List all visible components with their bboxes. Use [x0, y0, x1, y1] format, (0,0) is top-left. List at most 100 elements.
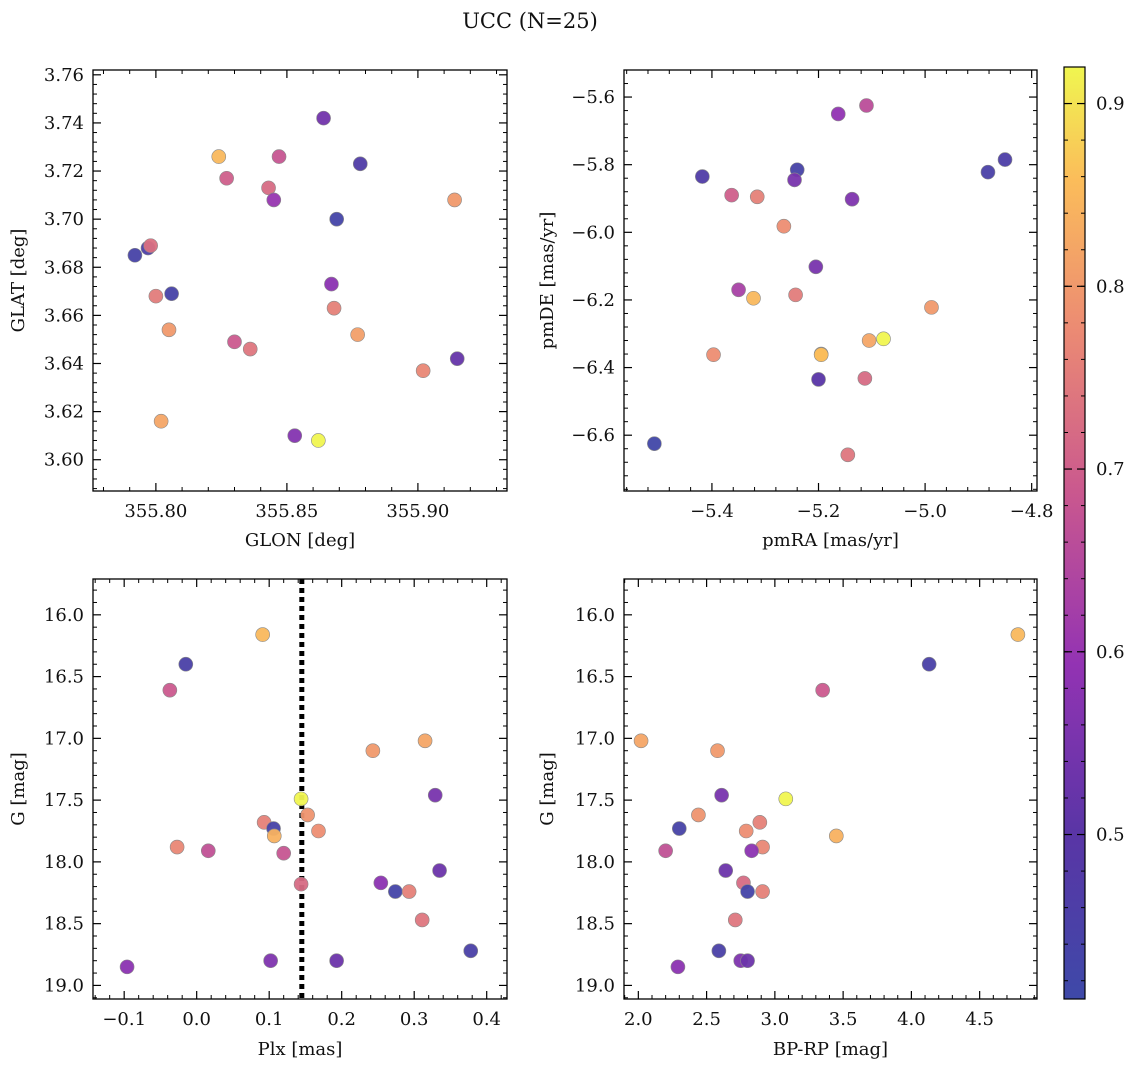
data-point — [316, 110, 331, 126]
data-point — [778, 791, 794, 807]
data-point — [776, 218, 792, 234]
x-axis-label: Plx [mas] — [258, 1039, 343, 1060]
data-point — [211, 149, 227, 164]
data-point — [271, 149, 287, 164]
y-tick-label: 3.72 — [44, 161, 84, 182]
glon-glat-panel: 355.80 355.85 355.90 3.60 3.62 3.64 3.66 3.68 3.… — [8, 65, 508, 551]
data-point — [752, 815, 768, 830]
data-point — [178, 656, 194, 672]
colorbar-gradient — [1064, 67, 1085, 999]
data-point — [127, 247, 143, 263]
data-point — [714, 787, 729, 803]
figure-title: UCC (N=25) — [462, 9, 598, 33]
y-tick-label: 17.0 — [44, 728, 84, 749]
y-tick-label: 3.60 — [44, 450, 84, 471]
axes-frame — [623, 69, 1038, 492]
x-tick-label: 0.2 — [327, 1009, 356, 1030]
data-point — [718, 863, 734, 878]
data-point — [811, 372, 826, 387]
data-point — [162, 682, 178, 698]
y-tick-label: 3.68 — [44, 257, 84, 278]
data-point — [255, 627, 270, 642]
data-point — [859, 98, 874, 113]
colorbar-tick-label: 0.6 — [1096, 642, 1125, 663]
data-point — [449, 351, 465, 366]
data-point — [740, 884, 755, 899]
x-tick-label: 4.5 — [965, 1009, 994, 1030]
data-point — [711, 943, 727, 959]
data-point — [401, 884, 417, 899]
y-axis-label: G [mag] — [537, 752, 558, 825]
data-point — [647, 436, 662, 451]
data-point — [727, 912, 743, 928]
data-point — [815, 682, 830, 698]
x-tick-label: 2.5 — [692, 1009, 721, 1030]
data-point — [161, 322, 177, 338]
y-tick-label: 16.5 — [44, 667, 84, 688]
data-point — [755, 884, 770, 899]
data-point — [808, 259, 824, 275]
data-point — [857, 371, 873, 386]
x-tick-label: 0.3 — [400, 1009, 429, 1030]
x-tick-label: −5.2 — [797, 501, 841, 522]
data-point — [710, 743, 725, 759]
data-point — [329, 211, 344, 227]
x-tick-label: 0.4 — [472, 1009, 501, 1030]
y-tick-label: 17.5 — [575, 790, 615, 811]
data-point — [924, 300, 939, 315]
y-tick-label: 16.0 — [575, 605, 615, 626]
data-point — [300, 807, 315, 823]
data-point — [266, 828, 282, 844]
data-point — [921, 656, 937, 672]
data-point — [200, 843, 216, 859]
y-tick-label: 16.5 — [575, 667, 615, 688]
x-axis-label: GLON [deg] — [245, 530, 355, 551]
data-point — [311, 823, 326, 839]
x-tick-label: 4.0 — [897, 1009, 926, 1030]
y-tick-label: 18.5 — [44, 914, 84, 935]
data-point — [671, 821, 687, 836]
y-tick-label: −5.6 — [571, 87, 615, 108]
x-tick-label: −5.4 — [690, 501, 734, 522]
data-point — [326, 300, 342, 316]
data-point — [658, 843, 673, 859]
x-tick-label: 0.0 — [182, 1009, 211, 1030]
data-point — [1010, 627, 1026, 642]
data-point — [706, 347, 721, 363]
data-point — [787, 172, 802, 188]
y-tick-label: 3.70 — [44, 209, 84, 230]
y-tick-label: −6.4 — [571, 358, 615, 379]
data-point — [749, 189, 765, 205]
data-point — [311, 433, 326, 448]
y-tick-label: 17.5 — [44, 790, 84, 811]
axes-frame — [623, 578, 1038, 1000]
data-point — [263, 953, 278, 969]
data-point — [447, 192, 462, 208]
data-point — [143, 238, 158, 253]
data-point — [724, 187, 739, 203]
colorbar-tick-label: 0.9 — [1096, 94, 1125, 115]
data-point — [788, 287, 803, 303]
x-tick-label: 3.5 — [829, 1009, 858, 1030]
x-tick-label: −4.8 — [1010, 501, 1054, 522]
data-point — [432, 863, 447, 878]
y-axis-label: pmDE [mas/yr] — [537, 212, 558, 350]
data-point — [148, 288, 164, 304]
data-point — [164, 286, 179, 302]
data-point — [691, 807, 706, 823]
y-tick-label: −6.6 — [571, 425, 615, 446]
y-tick-label: 3.66 — [44, 305, 84, 326]
y-tick-label: 18.0 — [575, 852, 615, 873]
plx-g-panel: −0.1 0.0 0.1 0.2 0.3 0.4 16.0 16.5 17.0 17.5 18.0 1… — [8, 578, 508, 1060]
data-point — [324, 276, 339, 292]
data-point — [813, 347, 829, 363]
data-point — [415, 363, 431, 379]
y-axis-label: G [mag] — [8, 752, 29, 825]
data-point — [219, 170, 234, 186]
x-tick-label: 3.0 — [761, 1009, 790, 1030]
y-tick-label: 18.0 — [44, 852, 84, 873]
data-point — [861, 333, 877, 348]
y-tick-label: −6.2 — [571, 290, 615, 311]
data-point — [670, 959, 686, 975]
data-point — [227, 334, 242, 350]
